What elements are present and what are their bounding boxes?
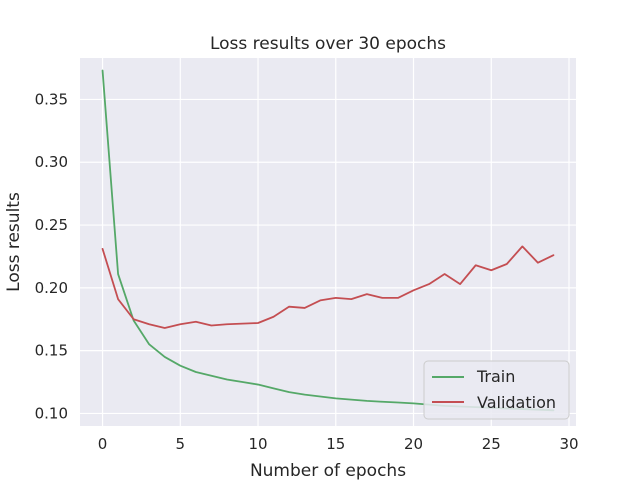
- x-tick-label: 20: [404, 435, 423, 453]
- grid: [80, 58, 576, 426]
- y-tick-label: 0.10: [35, 404, 68, 422]
- y-axis-label: Loss results: [4, 192, 24, 292]
- chart-title: Loss results over 30 epochs: [210, 34, 446, 54]
- y-tick-label: 0.25: [35, 216, 68, 234]
- x-tick-label: 25: [482, 435, 501, 453]
- y-tick-label: 0.35: [35, 90, 68, 108]
- x-tick-label: 10: [248, 435, 267, 453]
- y-tick-label: 0.30: [35, 153, 68, 171]
- x-tick-labels: 0 5 10 15 20 25 30: [98, 435, 579, 453]
- x-tick-label: 0: [98, 435, 108, 453]
- x-tick-label: 30: [559, 435, 578, 453]
- legend-label-validation: Validation: [477, 393, 556, 412]
- y-tick-label: 0.15: [35, 342, 68, 360]
- x-axis-label: Number of epochs: [250, 461, 406, 480]
- legend: Train Validation: [423, 360, 570, 420]
- x-tick-label: 15: [326, 435, 345, 453]
- x-tick-label: 5: [176, 435, 186, 453]
- series-line-validation: [101, 245, 555, 329]
- legend-box: [423, 360, 570, 420]
- y-tick-label: 0.20: [35, 279, 68, 297]
- y-tick-labels: 0.10 0.15 0.20 0.25 0.30 0.35: [35, 90, 68, 422]
- legend-label-train: Train: [476, 367, 515, 386]
